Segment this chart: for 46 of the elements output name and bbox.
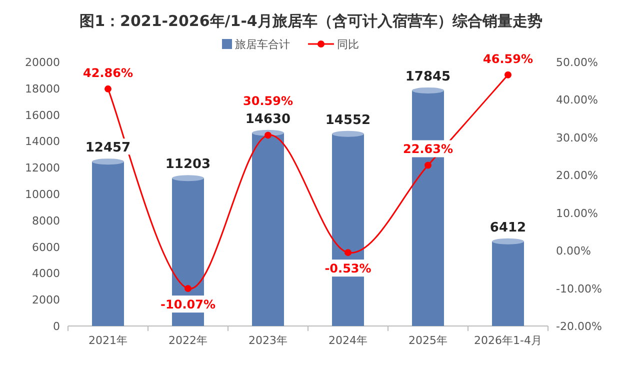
data-label: 11203 bbox=[165, 157, 211, 172]
y2-tick-label: 20.00% bbox=[556, 169, 598, 182]
data-label: 17845 bbox=[405, 69, 451, 84]
data-label: 14552 bbox=[325, 112, 371, 128]
y2-tick-label: 40.00% bbox=[556, 94, 598, 107]
y2-tick-label: -20.00% bbox=[556, 320, 602, 333]
y-tick-label: 10000 bbox=[25, 188, 60, 201]
data-label: -10.07% bbox=[160, 298, 216, 312]
y-tick-label: 20000 bbox=[25, 56, 60, 69]
point bbox=[344, 249, 352, 256]
data-label: 14630 bbox=[245, 112, 291, 127]
data-label: 30.59% bbox=[243, 94, 293, 108]
point bbox=[264, 132, 272, 139]
data-label: -0.53% bbox=[324, 262, 372, 276]
legend-label: 旅居车合计 bbox=[235, 38, 290, 51]
point bbox=[504, 71, 512, 78]
y-tick-label: 6000 bbox=[32, 240, 60, 254]
x-tick-label: 2022年 bbox=[168, 334, 208, 347]
y2-tick-label: 0.00% bbox=[556, 244, 591, 258]
y-tick-label: 12000 bbox=[25, 162, 60, 175]
y2-tick-label: 50.00% bbox=[556, 56, 598, 69]
data-label: 12457 bbox=[85, 140, 131, 156]
y2-tick-label: 30.00% bbox=[556, 131, 598, 144]
y2-tick-label: -10.00% bbox=[556, 282, 602, 296]
y-tick-label: 0 bbox=[53, 320, 60, 333]
chart-title: 图1：2021-2026年/1-4月旅居车（含可计入宿营车）综合销量走势 bbox=[80, 12, 542, 30]
y-tick-label: 4000 bbox=[32, 267, 60, 280]
x-tick-label: 2021年 bbox=[88, 334, 128, 347]
x-tick-label: 2025年 bbox=[408, 334, 448, 347]
y-tick-label: 2000 bbox=[32, 294, 60, 307]
x-tick-label: 2024年 bbox=[328, 334, 368, 347]
legend-label: 同比 bbox=[337, 38, 359, 51]
point bbox=[184, 285, 192, 292]
y2-tick-label: 10.00% bbox=[556, 206, 598, 220]
point bbox=[104, 85, 112, 92]
y-tick-label: 16000 bbox=[25, 108, 60, 122]
y-tick-label: 18000 bbox=[25, 82, 60, 96]
data-label: 22.63% bbox=[403, 142, 453, 156]
point bbox=[424, 162, 432, 169]
x-tick-label: 2026年1-4月 bbox=[474, 334, 542, 347]
y-tick-label: 8000 bbox=[32, 214, 60, 228]
data-label: 46.59% bbox=[483, 52, 533, 66]
data-label: 42.86% bbox=[83, 66, 133, 80]
data-label: 6412 bbox=[490, 220, 526, 236]
x-tick-label: 2023年 bbox=[248, 334, 288, 347]
y-tick-label: 14000 bbox=[25, 135, 60, 148]
